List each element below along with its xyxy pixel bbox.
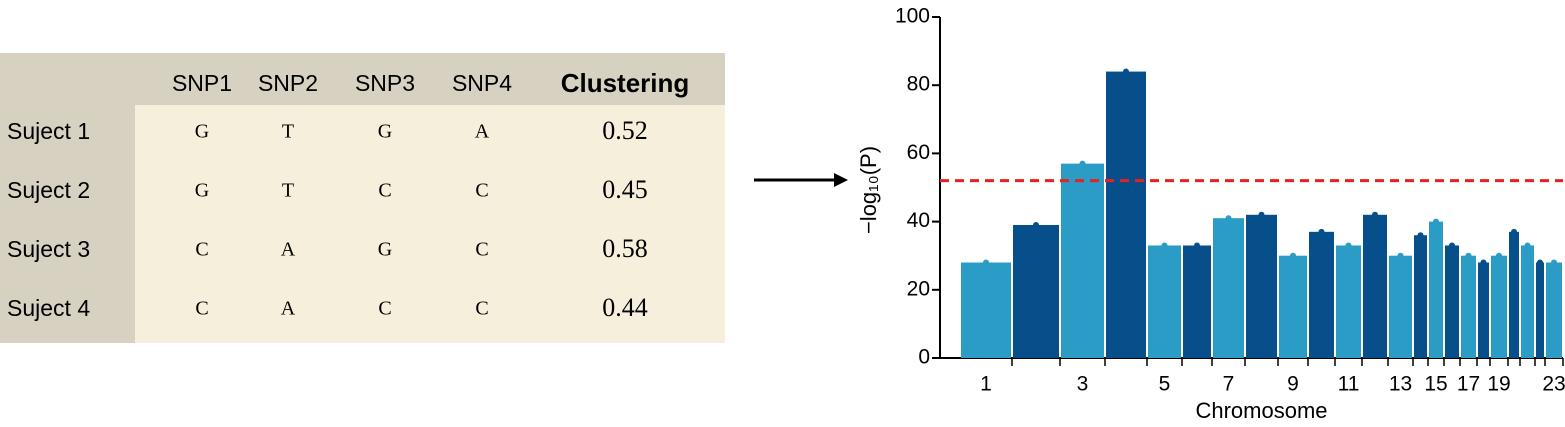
peak-point: [1345, 242, 1352, 249]
peak-point: [1079, 160, 1086, 167]
peak-point: [1433, 218, 1439, 225]
cell: G: [378, 239, 392, 261]
cell: G: [195, 121, 209, 143]
cell: G: [378, 121, 392, 143]
cell: 0.44: [602, 293, 648, 322]
peak-point: [1033, 222, 1039, 229]
row-label: Suject 4: [7, 295, 90, 321]
x-tick-label: 9: [1287, 373, 1299, 396]
y-tick-label: 40: [907, 209, 930, 232]
peak-point: [1537, 259, 1543, 266]
column-header: Clustering: [561, 68, 690, 98]
peak-point: [1417, 232, 1424, 239]
chromosome-signal: [1363, 214, 1387, 358]
cell: C: [475, 239, 488, 261]
chromosome-signal: [961, 262, 1011, 358]
chromosome-signal: [1491, 255, 1507, 358]
peak-point: [983, 259, 989, 266]
cell: C: [475, 298, 488, 320]
peak-point: [1372, 211, 1378, 218]
peak-point: [1161, 242, 1168, 249]
chromosome-signal: [1546, 262, 1562, 358]
cell: C: [195, 298, 208, 320]
cell: T: [282, 121, 294, 143]
peak-point: [1258, 211, 1265, 218]
row-label: Suject 2: [7, 177, 90, 203]
chromosome-signal: [1106, 71, 1146, 358]
chromosome-signal: [1013, 225, 1059, 358]
y-tick-label: 80: [907, 73, 930, 96]
peak-point: [1496, 252, 1502, 259]
peak-point: [1551, 259, 1557, 266]
cell: C: [195, 239, 208, 261]
chromosome-signal: [1414, 235, 1427, 358]
chromosome-signal: [1521, 245, 1534, 358]
peak-point: [1465, 252, 1472, 259]
peak-point: [1524, 242, 1531, 249]
peak-point: [1511, 228, 1517, 235]
chromosome-signal: [1389, 255, 1412, 358]
cell: 0.58: [602, 234, 648, 263]
peak-point: [1480, 259, 1487, 266]
x-tick-label: 11: [1338, 373, 1360, 396]
cell: C: [378, 180, 391, 202]
x-tick-label: 15: [1424, 373, 1447, 396]
row-label: Suject 3: [7, 236, 90, 262]
y-tick-label: 100: [895, 5, 930, 28]
y-axis-label: −log₁₀(P): [856, 146, 881, 234]
peak-point: [1194, 242, 1200, 249]
chromosome-signal: [1445, 245, 1459, 358]
column-header: SNP1: [172, 70, 232, 96]
x-tick-label: 3: [1077, 373, 1089, 396]
cell: A: [281, 298, 296, 320]
x-tick-label: 19: [1487, 373, 1510, 396]
peak-point: [1225, 215, 1232, 222]
chromosome-signal: [1429, 221, 1443, 358]
chromosome-signal: [1279, 255, 1307, 358]
cell: T: [282, 180, 294, 202]
chromosome-signal: [1509, 231, 1519, 358]
cell: 0.45: [602, 175, 648, 204]
x-tick-label: 1: [980, 373, 992, 396]
chromosome-signal: [1536, 262, 1544, 358]
chromosome-signal: [1336, 245, 1361, 358]
peak-point: [1318, 228, 1325, 235]
y-tick-label: 0: [918, 346, 930, 369]
table-header-bg: [0, 53, 725, 105]
cell: G: [195, 180, 209, 202]
chromosome-signal: [1246, 214, 1277, 358]
chromosome-signal: [1213, 218, 1244, 358]
chromosome-signal: [1183, 245, 1211, 358]
x-tick-label: 7: [1223, 373, 1235, 396]
peak-point: [1397, 252, 1404, 259]
y-tick-label: 20: [907, 277, 930, 300]
peak-point: [1449, 242, 1455, 249]
x-tick-label: 5: [1159, 373, 1171, 396]
column-header: SNP4: [452, 70, 512, 96]
chromosome-signal: [1461, 255, 1476, 358]
column-header: SNP2: [258, 70, 318, 96]
x-tick-label: 13: [1389, 373, 1412, 396]
y-tick-label: 60: [907, 141, 930, 164]
cell: C: [378, 298, 391, 320]
table-body-bg: [135, 105, 725, 343]
cell: A: [281, 239, 296, 261]
x-tick-label: 17: [1457, 373, 1480, 396]
chromosome-signal: [1061, 163, 1104, 358]
cell: C: [475, 180, 488, 202]
x-tick-label: 23: [1542, 373, 1565, 396]
chromosome-signal: [1478, 262, 1489, 358]
peak-point: [1290, 252, 1296, 259]
arrow-head: [834, 173, 848, 187]
table-label-bg: [0, 105, 135, 343]
cell: A: [475, 121, 490, 143]
x-axis-label: Chromosome: [1195, 398, 1327, 423]
column-header: SNP3: [355, 70, 415, 96]
peak-point: [1123, 68, 1129, 75]
chromosome-signal: [1309, 231, 1334, 358]
row-label: Suject 1: [7, 118, 90, 144]
chromosome-signal: [1148, 245, 1181, 358]
cell: 0.52: [602, 116, 648, 145]
